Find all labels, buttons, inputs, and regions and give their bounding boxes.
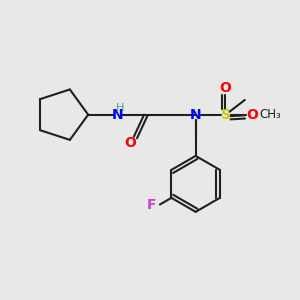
Text: N: N (190, 108, 202, 122)
Text: H: H (116, 103, 124, 113)
Text: O: O (246, 108, 258, 122)
Text: N: N (112, 108, 123, 122)
Text: O: O (124, 136, 136, 150)
Text: F: F (147, 198, 156, 212)
Text: S: S (221, 108, 231, 122)
Text: O: O (219, 82, 231, 95)
Text: CH₃: CH₃ (259, 108, 281, 121)
